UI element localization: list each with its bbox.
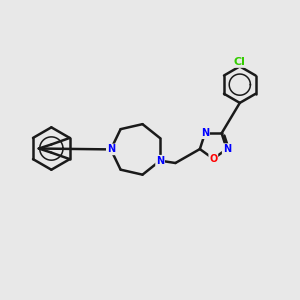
Text: N: N: [156, 156, 164, 166]
Text: Cl: Cl: [234, 57, 246, 67]
Text: N: N: [107, 144, 115, 154]
Text: O: O: [209, 154, 218, 164]
Text: N: N: [201, 128, 209, 138]
Text: N: N: [223, 144, 231, 154]
